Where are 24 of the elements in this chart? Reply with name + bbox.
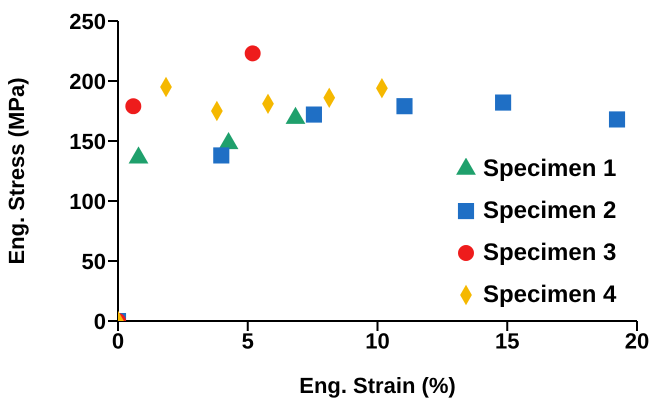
point: [495, 94, 512, 111]
point: [125, 98, 142, 114]
x-tick-label: 0: [112, 328, 124, 354]
legend-label: Specimen 4: [483, 281, 616, 309]
y-tick-label: 50: [82, 248, 106, 274]
legend-label: Specimen 3: [483, 239, 616, 267]
y-tick-label: 100: [69, 188, 106, 214]
y-tick-label: 0: [94, 308, 106, 334]
legend-label: Specimen 1: [483, 155, 616, 183]
x-tick-label: 5: [242, 328, 254, 354]
y-axis-title: Eng. Stress (MPa): [4, 77, 29, 265]
point: [608, 111, 626, 128]
x-tick-label: 15: [495, 328, 520, 354]
y-tick-label: 200: [69, 68, 106, 94]
x-axis-title: Eng. Strain (%): [299, 373, 456, 398]
point: [396, 98, 413, 114]
point: [213, 147, 230, 164]
legend-label: Specimen 2: [483, 197, 616, 225]
x-tick-label: 20: [624, 328, 650, 354]
point: [244, 45, 261, 62]
y-tick-label: 150: [69, 128, 106, 154]
y-tick-label: 250: [69, 8, 106, 34]
x-tick-label: 10: [365, 328, 390, 354]
point: [306, 106, 322, 123]
